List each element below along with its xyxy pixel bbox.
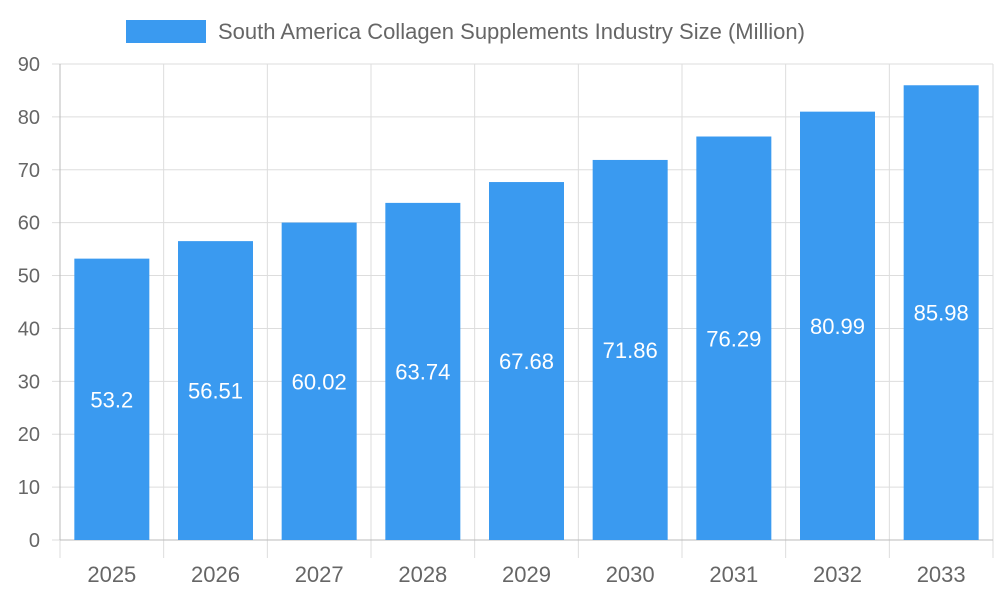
data-label: 71.86	[603, 338, 658, 363]
data-label: 85.98	[914, 301, 969, 326]
x-tick-label: 2032	[813, 562, 862, 587]
x-tick-label: 2027	[295, 562, 344, 587]
bar	[281, 222, 357, 540]
x-tick-label: 2026	[191, 562, 240, 587]
y-tick-label: 20	[18, 424, 40, 446]
y-tick-label: 10	[18, 477, 40, 499]
data-labels: 53.2 56.51 60.02 63.74 67.68 71.86 76.29 80.99 8…	[90, 301, 968, 413]
x-tick-label: 2031	[709, 562, 758, 587]
x-tick-label: 2033	[917, 562, 966, 587]
y-axis: 0 10 20 30 40 50 60 70 80 90	[18, 54, 61, 552]
y-tick-label: 30	[18, 371, 40, 393]
y-tick-label: 0	[29, 530, 40, 552]
data-label: 56.51	[188, 379, 243, 404]
y-tick-label: 80	[18, 107, 40, 129]
y-tick-label: 60	[18, 213, 40, 235]
bar	[489, 182, 564, 540]
bars	[74, 85, 979, 541]
data-label: 63.74	[395, 359, 450, 384]
bar	[696, 136, 772, 540]
bar	[385, 202, 461, 540]
x-axis: 2025 2026 2027 2028 2029 2030 2031 2032 2033	[59, 539, 994, 587]
data-label: 60.02	[292, 369, 347, 394]
legend-label: South America Collagen Supplements Indus…	[218, 19, 805, 44]
data-label: 67.68	[499, 349, 554, 374]
y-tick-label: 70	[18, 160, 40, 182]
legend-swatch	[126, 20, 206, 43]
data-label: 76.29	[706, 326, 761, 351]
y-tick-label: 50	[18, 266, 40, 288]
bar	[178, 241, 253, 541]
data-label: 53.2	[90, 387, 133, 412]
x-tick-label: 2025	[87, 562, 136, 587]
y-tick-label: 90	[18, 54, 40, 76]
bar	[592, 159, 668, 541]
bar	[74, 258, 150, 540]
bar	[903, 85, 979, 541]
legend[interactable]: South America Collagen Supplements Indus…	[126, 19, 805, 44]
y-tick-label: 40	[18, 318, 40, 340]
x-tick-label: 2030	[606, 562, 655, 587]
x-tick-label: 2028	[398, 562, 447, 587]
data-label: 80.99	[810, 314, 865, 339]
bar	[800, 111, 875, 540]
x-tick-label: 2029	[502, 562, 551, 587]
